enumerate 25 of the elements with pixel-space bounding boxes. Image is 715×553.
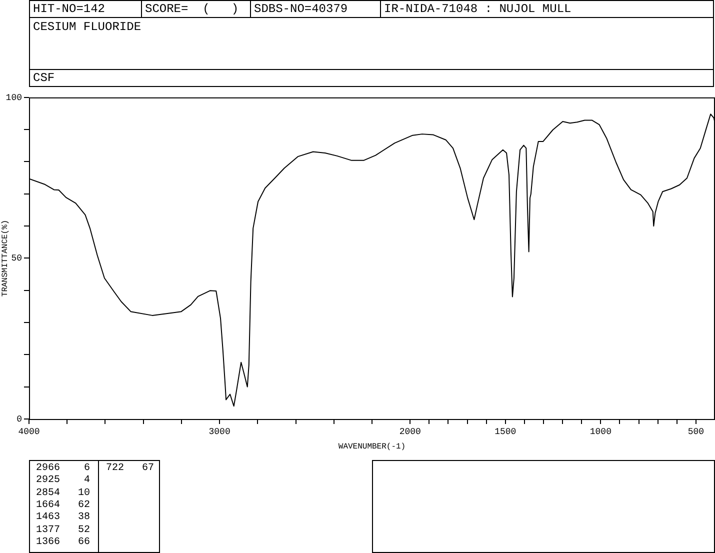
- text: 2925 4: [36, 475, 90, 488]
- text: SDBS-NO=40379: [254, 2, 348, 16]
- text: 1463 38: [36, 512, 90, 524]
- x-tick-label: 500: [688, 426, 704, 437]
- text: IR-NIDA-71048 : NUJOL MULL: [384, 2, 572, 16]
- text: SCORE= ( ): [145, 2, 239, 16]
- chart-title: CESIUM FLUORIDE: [33, 20, 142, 34]
- text: 1664 62: [36, 500, 90, 512]
- y-axis-title: TRANSMITTANCE(%): [0, 220, 10, 297]
- text: HIT-NO=142: [33, 2, 106, 16]
- x-tick-label: 4000: [18, 426, 40, 437]
- y-tick-label: 50: [11, 254, 22, 264]
- text: 1377 52: [36, 524, 90, 536]
- y-tick-label: 100: [6, 92, 22, 103]
- x-axis-title: WAVENUMBER(-1): [338, 442, 406, 452]
- x-tick-label: 1000: [590, 426, 612, 437]
- text: 1366 66: [36, 536, 90, 549]
- text: 2966 6: [36, 463, 90, 475]
- text: 2854 10: [36, 488, 90, 500]
- chart-subtitle: CSF: [33, 71, 55, 85]
- y-tick-label: 0: [16, 414, 22, 424]
- x-tick-label: 2000: [399, 426, 421, 437]
- text: 722 67: [106, 463, 154, 475]
- x-tick-label: 3000: [208, 426, 230, 437]
- x-tick-label: 1500: [494, 426, 516, 437]
